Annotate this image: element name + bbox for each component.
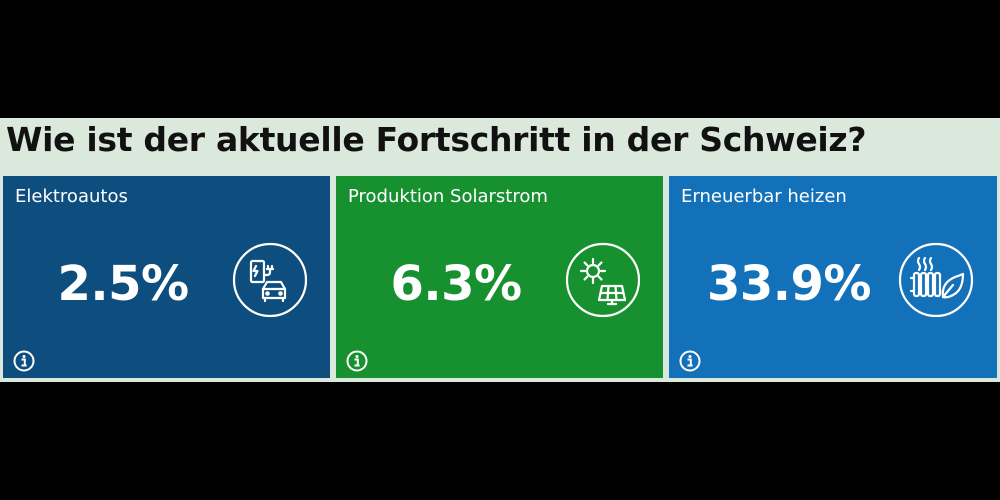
card-label: Erneuerbar heizen	[681, 186, 847, 207]
card-elektroautos: Elektroautos 2.5%	[3, 176, 330, 378]
page-title: Wie ist der aktuelle Fortschritt in der …	[6, 120, 867, 159]
card-solarstrom: Produktion Solarstrom 6.3%	[336, 176, 663, 378]
info-icon[interactable]	[679, 350, 701, 372]
info-icon[interactable]	[13, 350, 35, 372]
card-label: Produktion Solarstrom	[348, 186, 548, 207]
card-value: 6.3%	[390, 256, 522, 312]
card-value: 33.9%	[706, 256, 872, 312]
card-heizen: Erneuerbar heizen 33.9%	[669, 176, 997, 378]
ev-charging-car-icon	[232, 242, 308, 318]
info-icon[interactable]	[346, 350, 368, 372]
radiator-leaf-icon	[898, 242, 974, 318]
sun-solar-panel-icon	[565, 242, 641, 318]
card-label: Elektroautos	[15, 186, 128, 207]
progress-panel: Wie ist der aktuelle Fortschritt in der …	[0, 118, 1000, 382]
card-value: 2.5%	[57, 256, 189, 312]
